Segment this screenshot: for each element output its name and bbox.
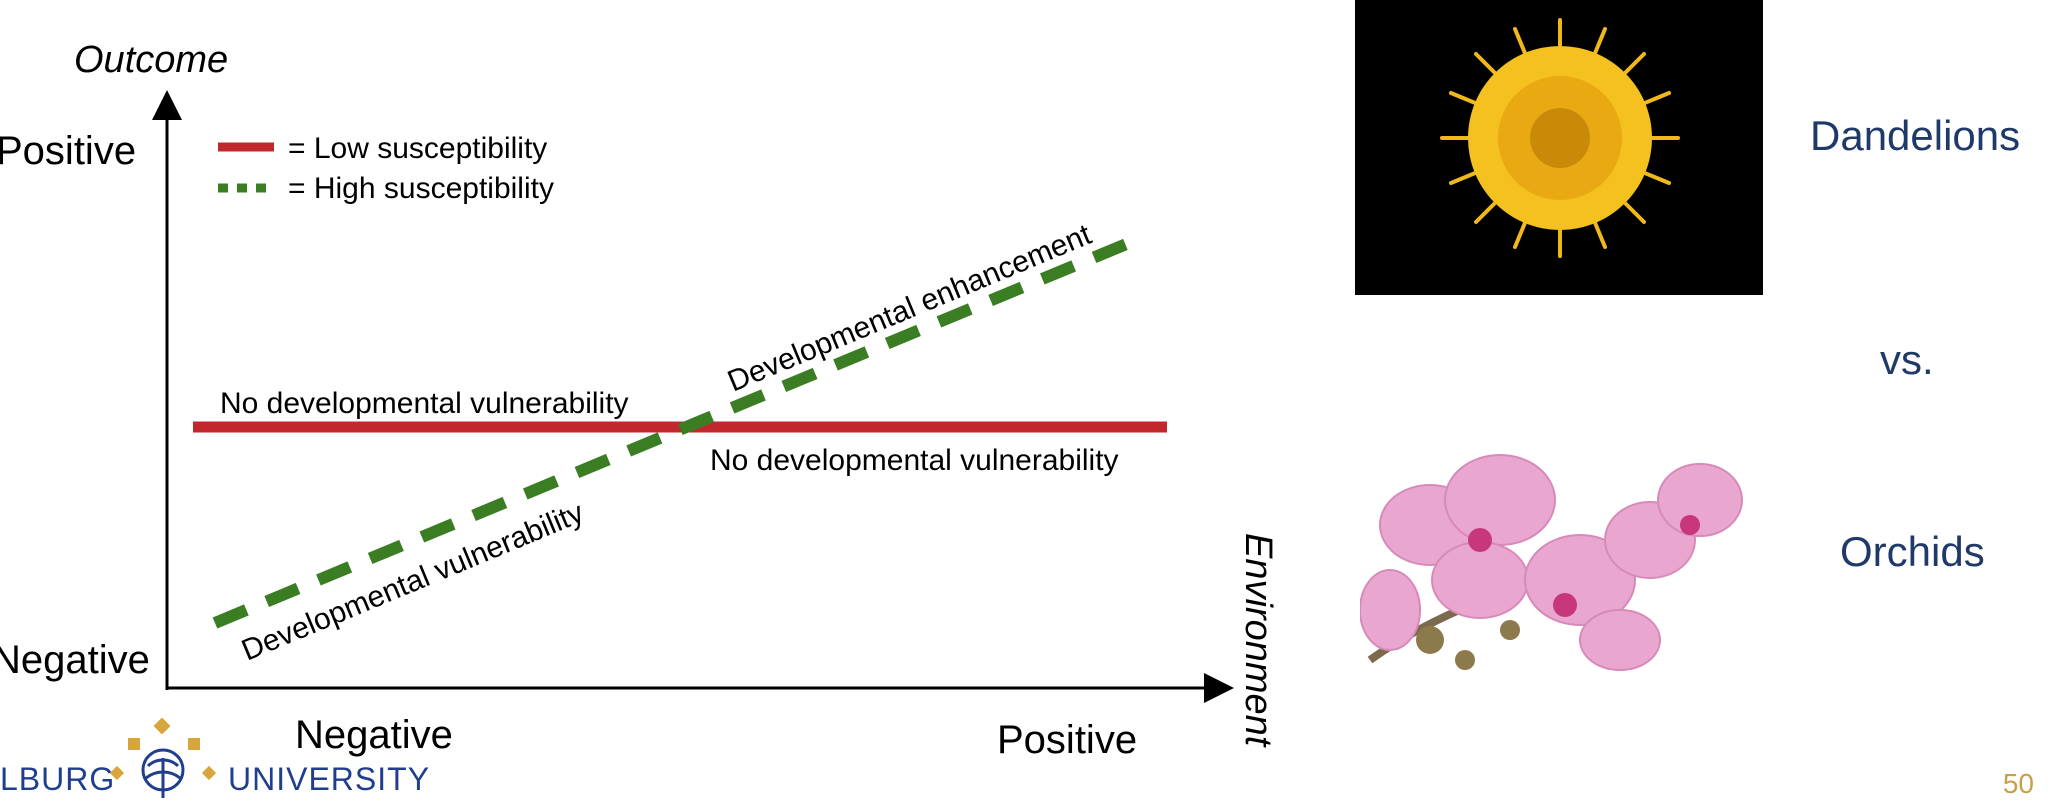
orchid-photo: [1360, 430, 1760, 690]
y-negative-label: Negative: [0, 638, 150, 682]
y-axis-title: Outcome: [74, 39, 228, 81]
annotation-enhancement: Developmental enhancement: [723, 218, 1097, 399]
logo-left-text: LBURG: [0, 761, 116, 797]
x-positive-label: Positive: [997, 718, 1137, 762]
orchids-label: Orchids: [1840, 528, 1985, 575]
page-number: 50: [2002, 768, 2034, 799]
annotation-vulnerability: Developmental vulnerability: [237, 496, 588, 667]
logo-right-text: UNIVERSITY: [228, 761, 431, 797]
y-positive-label: Positive: [0, 129, 136, 173]
annotation-no-vulnerability-right: No developmental vulnerability: [710, 444, 1119, 477]
dandelion-photo: [1355, 0, 1763, 295]
vs-label: vs.: [1880, 336, 1934, 383]
logo-emblem: [109, 718, 217, 798]
dandelions-label: Dandelions: [1810, 112, 2021, 159]
x-axis-title: Environment: [1237, 533, 1279, 748]
annotation-no-vulnerability-left: No developmental vulnerability: [220, 387, 629, 420]
university-logo: LBURG UNIVERSITY: [0, 718, 430, 800]
legend-low-label: = Low susceptibility: [288, 132, 547, 165]
legend-high-label: = High susceptibility: [288, 172, 554, 205]
x-negative-label: Negative: [295, 713, 453, 757]
